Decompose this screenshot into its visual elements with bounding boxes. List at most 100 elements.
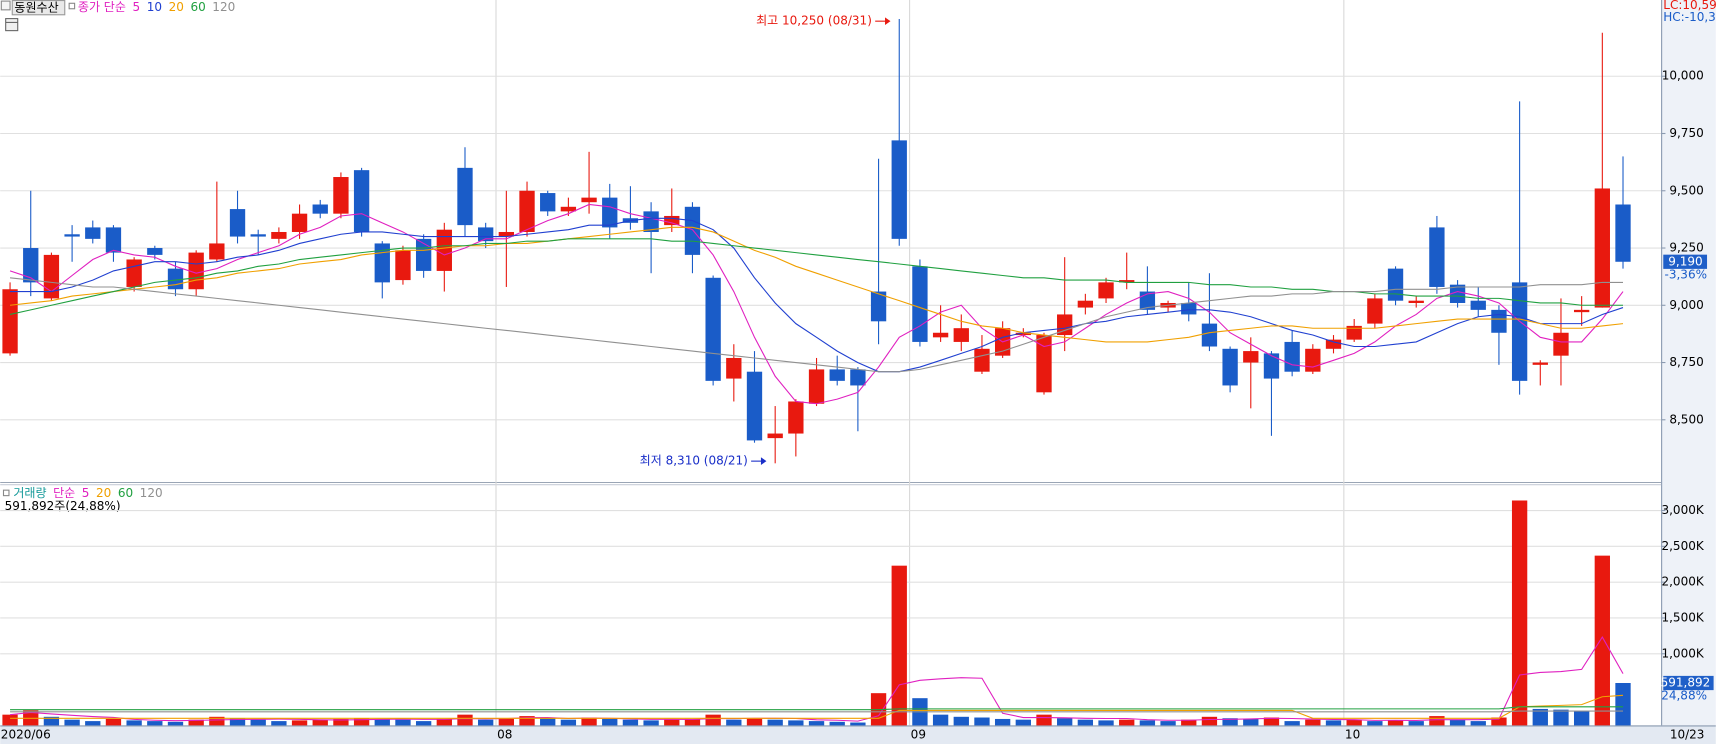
- y-tick-label: 9,500: [1669, 183, 1703, 197]
- candle-body: [870, 291, 887, 322]
- legend-entry: 10: [147, 0, 162, 14]
- menu-icon[interactable]: [0, 0, 11, 11]
- legend-entry: 120: [140, 486, 163, 500]
- volume-bar: [1367, 721, 1383, 726]
- moving-average-line: [10, 706, 1624, 711]
- right-axis-strip: [1661, 0, 1716, 726]
- candle-body: [1408, 300, 1424, 303]
- moving-average-line: [10, 217, 1624, 373]
- candle-body: [167, 268, 184, 290]
- stock-name-box[interactable]: [11, 0, 66, 16]
- candle-body: [312, 204, 328, 214]
- volume-bar: [788, 720, 804, 726]
- candle-body: [457, 167, 473, 226]
- volume-bar: [622, 719, 639, 726]
- candle-body: [1553, 332, 1569, 356]
- candle-body: [974, 348, 990, 372]
- candle-body: [1036, 335, 1052, 393]
- candle-body: [395, 250, 411, 281]
- volume-bar: [498, 718, 515, 726]
- hc-label: HC:-10,34: [1663, 10, 1716, 24]
- legend-entry: 60: [190, 0, 205, 14]
- lc-label: LC:10,59: [1663, 0, 1716, 12]
- volume-bar: [1201, 716, 1218, 726]
- legend-entry: 5: [133, 0, 141, 14]
- volume-bar: [1429, 716, 1445, 726]
- volume-bar: [374, 718, 390, 726]
- volume-bar: [1511, 500, 1528, 726]
- volume-bar: [1470, 721, 1486, 726]
- moving-average-line: [10, 636, 1624, 722]
- candle-body: [1284, 341, 1300, 372]
- volume-bar: [1077, 719, 1094, 726]
- current-price-label: 9,190: [1668, 254, 1702, 268]
- volume-bar: [643, 720, 659, 726]
- candle-body: [912, 266, 928, 342]
- candle-body: [250, 234, 266, 237]
- candle-body: [126, 259, 142, 287]
- candle-body: [808, 369, 825, 404]
- calendar-icon[interactable]: [5, 18, 19, 32]
- candle-body: [478, 227, 494, 242]
- candle-body: [1387, 268, 1404, 301]
- volume-bar: [1491, 717, 1507, 726]
- candle-body: [1243, 351, 1259, 363]
- volume-bar: [105, 718, 122, 726]
- volume-bar: [1119, 719, 1135, 726]
- candle-body: [932, 332, 949, 338]
- candle-body: [43, 254, 60, 299]
- x-tick-label: 09: [911, 728, 926, 742]
- volume-bar: [932, 714, 949, 726]
- candle-body: [705, 277, 721, 381]
- candle-body: [581, 197, 597, 203]
- annotation: 최저 8,310 (08/21): [640, 454, 748, 468]
- candle-body: [209, 243, 225, 260]
- volume-bar: [167, 721, 184, 726]
- moving-average-line: [9, 277, 1624, 373]
- candle-body: [1429, 227, 1445, 287]
- change-label: -3,36%: [1665, 267, 1708, 281]
- moving-average-line: [9, 203, 1624, 405]
- candle-body: [1346, 325, 1362, 340]
- volume-bar: [684, 718, 701, 726]
- y-tick-label: 8,500: [1669, 412, 1703, 426]
- volume-bar: [1449, 719, 1466, 726]
- volume-bar: [43, 716, 60, 726]
- volume-bar: [581, 717, 597, 726]
- volume-bar: [808, 721, 825, 726]
- volume-bar: [974, 717, 990, 726]
- volume-bar: [478, 719, 494, 726]
- candle-body: [1573, 309, 1590, 313]
- y-tick-label: 1,500K: [1661, 610, 1704, 624]
- volume-bar: [1325, 720, 1342, 726]
- annotation: 최고 10,250 (08/31): [756, 14, 872, 28]
- volume-bar: [1284, 721, 1300, 726]
- candle-body: [105, 227, 122, 253]
- volume-bar: [271, 721, 287, 726]
- candle-body: [1119, 280, 1135, 283]
- volume-bar: [1615, 683, 1631, 726]
- candle-body: [788, 401, 804, 434]
- moving-average-line: [9, 226, 1624, 343]
- candle-body: [1449, 284, 1466, 303]
- legend-entry: 거래량: [13, 486, 46, 500]
- candle-body: [1201, 323, 1218, 347]
- volume-bar: [1015, 719, 1031, 726]
- volume-bar: [1098, 720, 1114, 726]
- volume-bar: [126, 720, 142, 726]
- candle-body: [1015, 332, 1031, 336]
- legend-icon: [2, 489, 10, 497]
- annotation-arrowhead: [760, 457, 767, 465]
- volume-bar: [1594, 555, 1610, 726]
- volume-bar: [767, 719, 783, 726]
- volume-bar: [209, 716, 225, 726]
- legend-entry: 5: [82, 486, 90, 500]
- volume-bar: [1532, 708, 1548, 726]
- volume-bar: [1346, 719, 1362, 726]
- volume-bar: [353, 718, 370, 726]
- volume-bar: [312, 719, 328, 726]
- y-tick-label: 9,250: [1669, 241, 1703, 255]
- candle-body: [1491, 309, 1507, 333]
- candle-body: [1263, 353, 1280, 379]
